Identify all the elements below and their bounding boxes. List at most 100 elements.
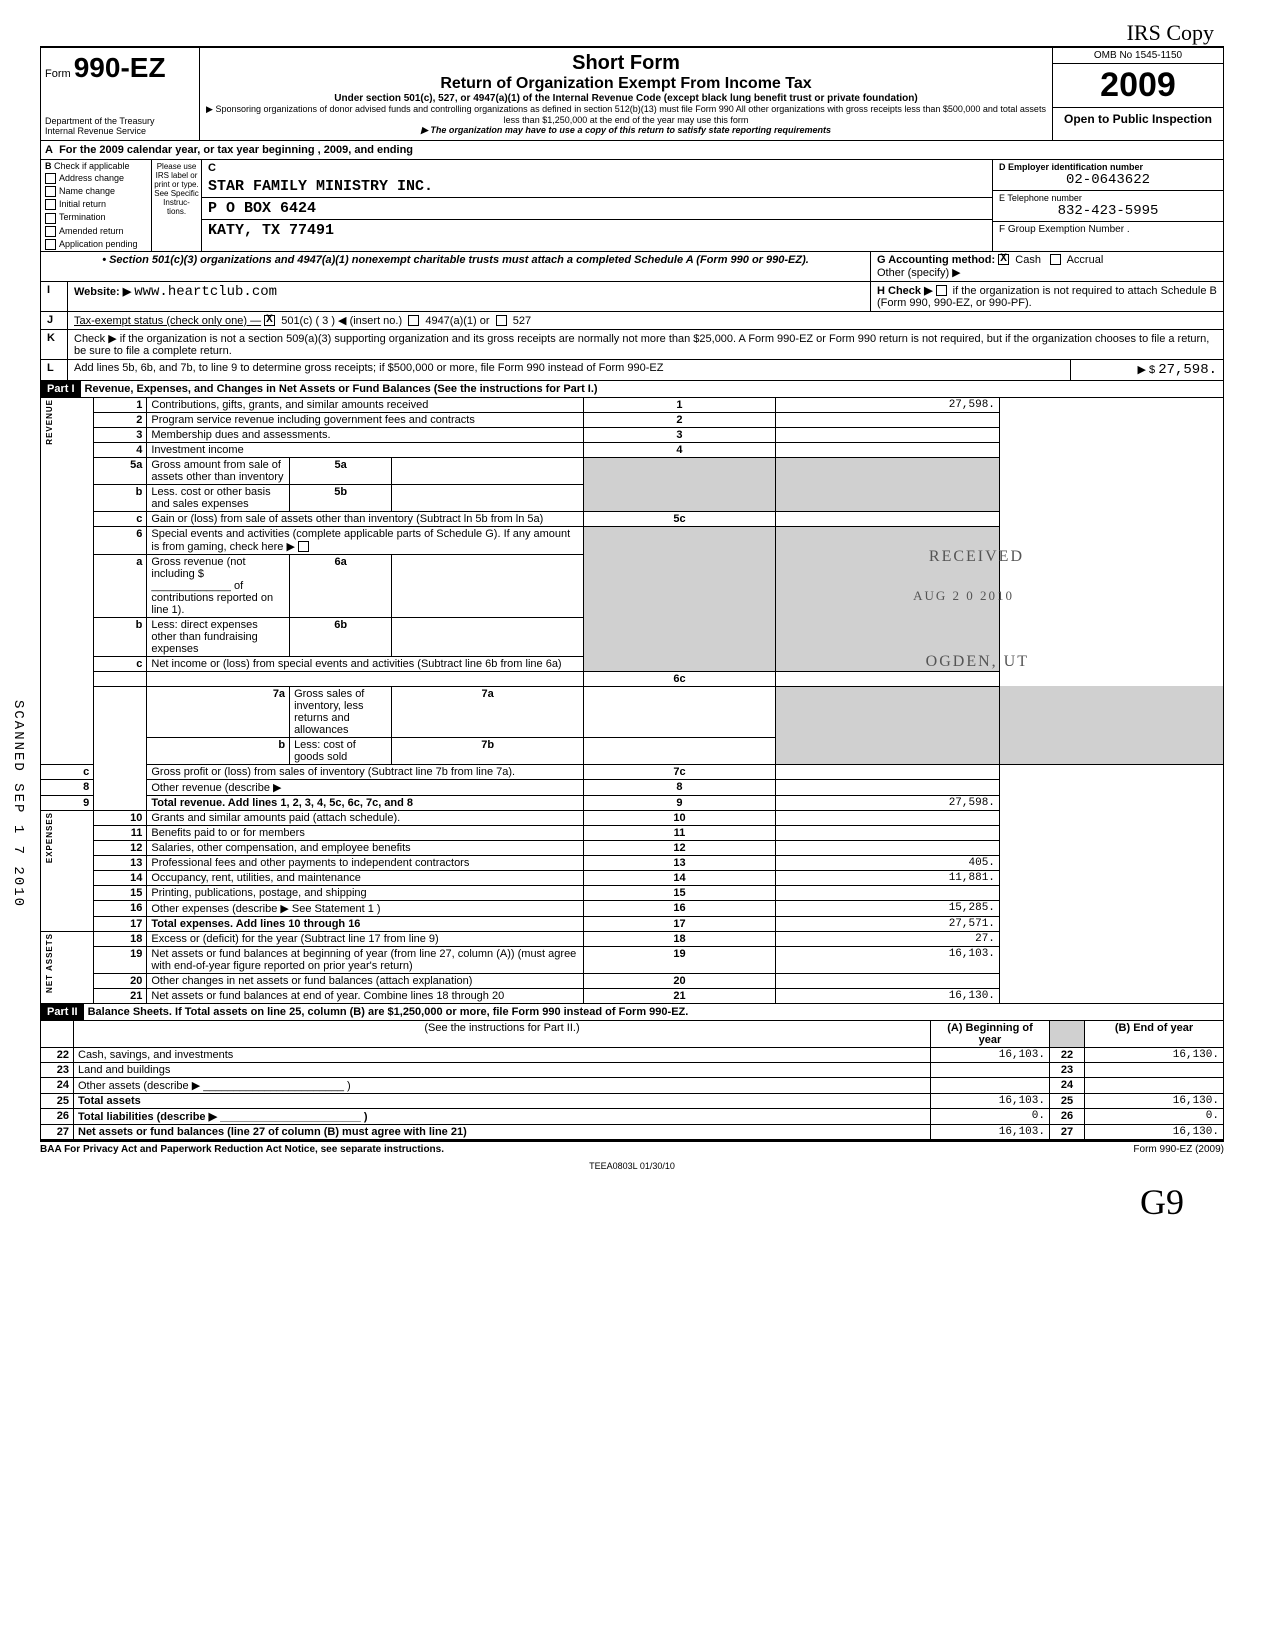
bs-23-desc: Land and buildings [74,1062,931,1077]
bs-25-b: 16,130. [1085,1093,1224,1108]
line-18-amt: 27. [775,931,999,946]
line-6a-desc: Gross revenue (not including $ _________… [147,554,290,617]
part1-header: Part I [41,381,81,397]
title-short-form: Short Form [206,52,1046,75]
ein-value: 02-0643622 [999,172,1217,188]
block-b: B Check if applicable Address change Nam… [40,160,1224,252]
tax-year: 2009 [1053,64,1223,108]
checkbox-termination[interactable] [45,213,56,224]
line-20-desc: Other changes in net assets or fund bala… [147,973,584,988]
line-a: A For the 2009 calendar year, or tax yea… [40,141,1224,160]
part1-title: Revenue, Expenses, and Changes in Net As… [81,381,1223,397]
line-6-desc: Special events and activities (complete … [151,528,570,553]
open-inspection: Open to Public Inspection [1053,108,1223,130]
line-2-desc: Program service revenue including govern… [147,412,584,427]
d-label: D Employer identification number [999,162,1217,172]
j-501c: 501(c) ( 3 ) ◀ (insert no.) [281,315,402,327]
vlabel-netassets: NET ASSETS [45,933,54,993]
omb-number: OMB No 1545-1150 [1053,48,1223,64]
line-17-amt: 27,571. [775,916,999,931]
chk-term: Termination [59,212,106,222]
chk-name: Name change [59,186,115,196]
g-other: Other (specify) ▶ [877,266,1217,279]
line-6c-desc: Net income or (loss) from special events… [147,656,584,671]
line-4-desc: Investment income [147,442,584,457]
checkbox-address[interactable] [45,173,56,184]
line-7a-desc: Gross sales of inventory, less returns a… [290,686,392,737]
checkbox-h[interactable] [936,285,947,296]
j-4947: 4947(a)(1) or [425,315,489,327]
part2-table: (See the instructions for Part II.) (A) … [40,1021,1224,1140]
title-return: Return of Organization Exempt From Incom… [206,75,1046,93]
chk-amended: Amended return [59,226,124,236]
line-5b-desc: Less. cost or other basis and sales expe… [147,484,290,511]
col-b-header: (B) End of year [1085,1021,1224,1048]
vlabel-revenue: REVENUE [45,399,54,445]
subtitle-state: ▶ The organization may have to use a cop… [206,125,1046,136]
h-label: H Check ▶ [877,285,933,297]
line-16-amt: 15,285. [775,900,999,916]
handwritten-signature: G9 [40,1181,1224,1223]
line-13-desc: Professional fees and other payments to … [147,855,584,870]
chk-pending: Application pending [59,239,138,249]
line-12-desc: Salaries, other compensation, and employ… [147,840,584,855]
checkbox-amended[interactable] [45,226,56,237]
bs-26-desc: Total liabilities (describe ▶ __________… [78,1111,368,1123]
checkbox-4947[interactable] [408,315,419,326]
scanned-stamp: SCANNED SEP 1 7 2010 [10,700,26,908]
org-name: STAR FAMILY MINISTRY INC. [202,176,992,198]
checkbox-pending[interactable] [45,239,56,250]
line-14-amt: 11,881. [775,870,999,885]
g-accrual: Accrual [1067,254,1104,266]
bs-27-a: 16,103. [931,1124,1050,1139]
line-7c-desc: Gross profit or (loss) from sales of inv… [147,764,584,779]
i-label: Website: ▶ [74,286,131,298]
line-8-desc: Other revenue (describe ▶ [147,779,584,795]
bs-24-desc: Other assets (describe ▶ _______________… [74,1077,931,1093]
chk-label: Check if applicable [54,161,130,171]
line-15-desc: Printing, publications, postage, and shi… [147,885,584,900]
teea-code: TEEA0803L 01/30/10 [40,1157,1224,1175]
line-21-desc: Net assets or fund balances at end of ye… [147,988,584,1003]
phone-value: 832-423-5995 [999,203,1217,219]
dept-label: Department of the Treasury Internal Reve… [45,116,195,136]
line-7b-desc: Less: cost of goods sold [290,737,392,764]
line-9-desc: Total revenue. Add lines 1, 2, 3, 4, 5c,… [151,797,413,809]
checkbox-501c[interactable] [264,315,275,326]
line-17-desc: Total expenses. Add lines 10 through 16 [151,918,360,930]
org-address: P O BOX 6424 [202,198,992,220]
checkbox-accrual[interactable] [1050,254,1061,265]
g-label: G Accounting method: [877,254,995,266]
line-1-amt: 27,598. [775,398,999,413]
form-number: 990-EZ [74,52,166,83]
handwritten-note: IRS Copy [40,20,1224,46]
chk-initial: Initial return [59,199,106,209]
bs-25-a: 16,103. [931,1093,1050,1108]
checkbox-527[interactable] [496,315,507,326]
f-label: F Group Exemption Number . [993,222,1223,237]
k-text: Check ▶ if the organization is not a sec… [68,330,1223,359]
bullet-501c3: • Section 501(c)(3) organizations and 49… [41,252,871,281]
bs-22-a: 16,103. [931,1047,1050,1062]
j-label: Tax-exempt status (check only one) — [74,315,261,327]
col-a-header: (A) Beginning of year [931,1021,1050,1048]
bs-26-a: 0. [931,1108,1050,1124]
chk-address: Address change [59,173,124,183]
bs-27-desc: Net assets or fund balances (line 27 of … [78,1126,467,1138]
part2-header: Part II [41,1004,84,1020]
checkbox-cash[interactable] [998,254,1009,265]
line-18-desc: Excess or (deficit) for the year (Subtra… [147,931,584,946]
line-21-amt: 16,130. [775,988,999,1003]
checkbox-gaming[interactable] [298,541,309,552]
line-13-amt: 405. [775,855,999,870]
checkbox-initial[interactable] [45,199,56,210]
bs-22-desc: Cash, savings, and investments [74,1047,931,1062]
checkbox-name[interactable] [45,186,56,197]
line-6b-desc: Less: direct expenses other than fundrai… [147,617,290,656]
part1-table: REVENUE 1Contributions, gifts, grants, a… [40,398,1224,1004]
form-header: Form 990-EZ Department of the Treasury I… [40,46,1224,141]
bs-22-b: 16,130. [1085,1047,1224,1062]
line-1-desc: Contributions, gifts, grants, and simila… [147,398,584,413]
part2-sub: (See the instructions for Part II.) [74,1021,931,1048]
g-cash: Cash [1015,254,1041,266]
